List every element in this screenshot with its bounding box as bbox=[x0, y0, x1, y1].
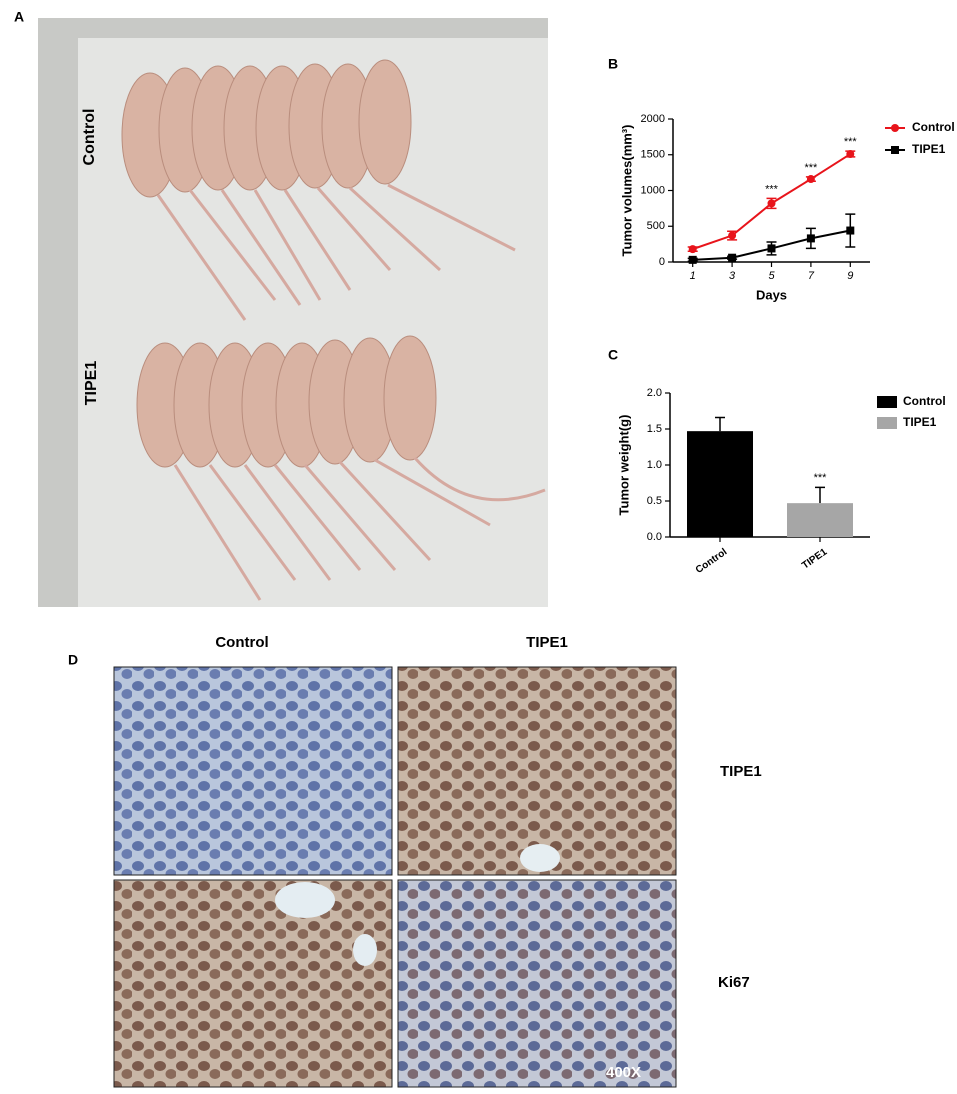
y-tick-label: 1.5 bbox=[647, 423, 662, 435]
marker bbox=[767, 199, 776, 208]
panel-letter: C bbox=[608, 347, 618, 363]
marker bbox=[767, 244, 776, 253]
column-label: TIPE1 bbox=[526, 634, 568, 651]
panel-letter: D bbox=[68, 652, 78, 668]
x-tick-label: 5 bbox=[768, 270, 775, 282]
group-label: Control bbox=[81, 109, 98, 166]
column-label: Control bbox=[215, 634, 268, 651]
row-label: TIPE1 bbox=[720, 763, 762, 780]
y-tick-label: 0.5 bbox=[647, 495, 662, 507]
marker bbox=[846, 226, 855, 235]
bar bbox=[787, 503, 853, 537]
x-tick-label: TIPE1 bbox=[800, 546, 829, 571]
panel-letter: B bbox=[608, 56, 618, 72]
significance: *** bbox=[765, 183, 779, 195]
y-tick-label: 1500 bbox=[641, 149, 665, 161]
y-axis-label: Tumor volumes(mm³) bbox=[619, 125, 634, 257]
legend-swatch bbox=[877, 417, 897, 429]
y-axis-label: Tumor weight(g) bbox=[616, 415, 631, 516]
x-tick-label: 3 bbox=[729, 270, 736, 282]
magnification: 400X bbox=[606, 1064, 641, 1081]
significance: *** bbox=[804, 162, 818, 174]
y-tick-label: 500 bbox=[647, 220, 665, 232]
y-tick-label: 1.0 bbox=[647, 459, 662, 471]
group-label: TIPE1 bbox=[83, 361, 100, 406]
marker bbox=[688, 245, 697, 254]
panel-letter: A bbox=[14, 9, 24, 25]
legend-label: TIPE1 bbox=[912, 142, 946, 156]
significance: *** bbox=[844, 136, 858, 148]
y-tick-label: 2.0 bbox=[647, 387, 662, 399]
error-bar bbox=[815, 486, 825, 504]
significance: *** bbox=[814, 472, 828, 484]
error-bar bbox=[715, 416, 725, 432]
y-tick-label: 0.0 bbox=[647, 531, 662, 543]
bar bbox=[687, 431, 753, 537]
y-tick-label: 1000 bbox=[641, 184, 665, 196]
marker bbox=[688, 255, 697, 264]
x-tick-label: 1 bbox=[690, 270, 696, 282]
legend-label: TIPE1 bbox=[903, 415, 937, 429]
legend-marker bbox=[891, 146, 899, 154]
y-tick-label: 2000 bbox=[641, 113, 665, 125]
legend-label: Control bbox=[912, 120, 955, 134]
mouse-photo bbox=[38, 18, 548, 607]
marker bbox=[728, 231, 737, 240]
legend-swatch bbox=[877, 396, 897, 408]
marker bbox=[846, 150, 855, 159]
legend-label: Control bbox=[903, 394, 946, 408]
marker bbox=[806, 175, 815, 184]
row-label: Ki67 bbox=[718, 974, 750, 991]
marker bbox=[806, 234, 815, 243]
marker bbox=[728, 253, 737, 262]
x-axis-label: Days bbox=[756, 287, 787, 302]
x-tick-label: 7 bbox=[808, 270, 815, 282]
legend-marker bbox=[891, 124, 899, 132]
histology-images bbox=[113, 666, 677, 1088]
x-tick-label: Control bbox=[694, 546, 730, 576]
x-tick-label: 9 bbox=[847, 270, 853, 282]
y-tick-label: 0 bbox=[659, 256, 665, 268]
